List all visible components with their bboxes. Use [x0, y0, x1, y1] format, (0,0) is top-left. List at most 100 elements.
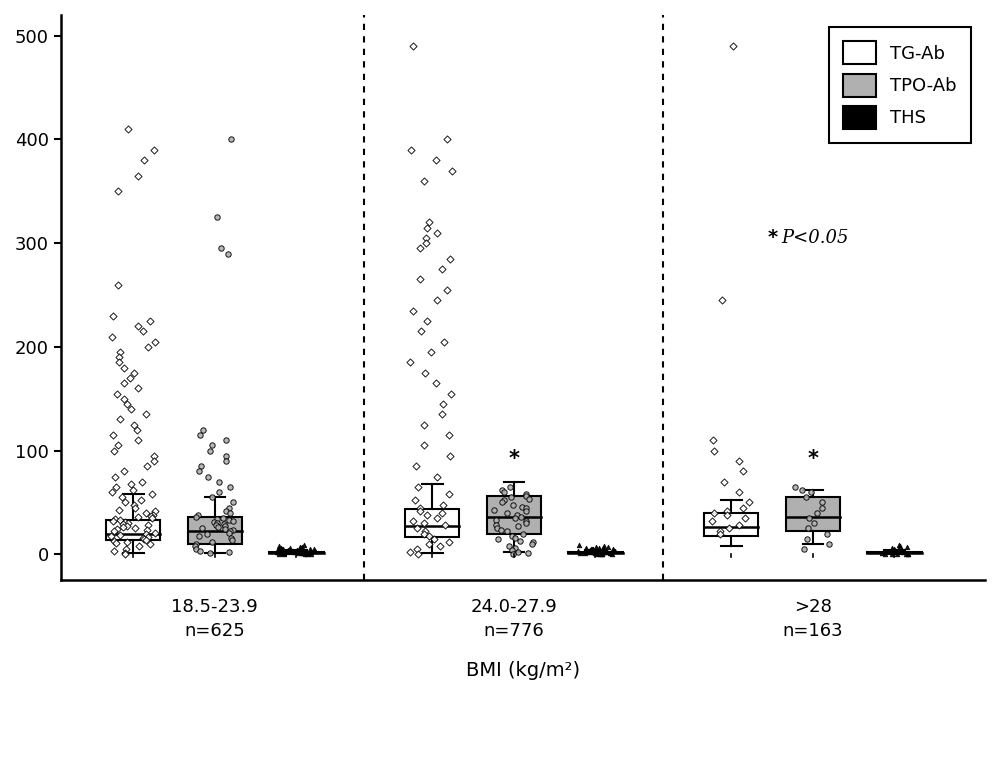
Point	[437, 519, 453, 531]
Point	[146, 449, 162, 462]
Point	[794, 484, 810, 496]
Point	[402, 356, 418, 368]
Point	[302, 543, 318, 555]
Point	[509, 509, 525, 521]
Point	[796, 543, 812, 555]
Point	[147, 505, 163, 517]
Point	[419, 315, 435, 327]
Point	[434, 408, 450, 421]
Point	[821, 538, 837, 550]
Point	[429, 227, 445, 239]
Point	[111, 351, 127, 364]
Point	[120, 123, 136, 135]
Bar	[487, 496, 541, 533]
Point	[213, 242, 229, 255]
Point	[892, 540, 908, 552]
Point	[206, 516, 222, 528]
Point	[134, 476, 150, 488]
Point	[895, 546, 911, 558]
Point	[221, 546, 237, 558]
Point	[275, 547, 291, 560]
Point	[442, 252, 458, 265]
Point	[192, 545, 208, 557]
Point	[138, 533, 154, 546]
Point	[204, 536, 220, 548]
Point	[719, 509, 735, 521]
Point	[900, 548, 916, 560]
Point	[303, 545, 319, 557]
Point	[587, 547, 603, 560]
Point	[223, 532, 239, 544]
Point	[127, 502, 143, 514]
Bar	[269, 552, 324, 554]
Point	[899, 541, 915, 554]
Point	[110, 439, 126, 452]
Point	[900, 548, 916, 560]
Text: 24.0-27.9: 24.0-27.9	[470, 598, 557, 616]
Point	[116, 393, 132, 405]
Text: n=163: n=163	[783, 621, 843, 640]
Point	[409, 522, 425, 534]
Point	[291, 544, 307, 557]
Point	[518, 488, 534, 500]
Point	[706, 506, 722, 519]
Point	[412, 273, 428, 286]
Point	[799, 533, 815, 545]
Point	[503, 491, 519, 503]
Point	[140, 340, 156, 353]
Text: >28: >28	[794, 598, 832, 616]
Point	[524, 538, 540, 550]
Point	[111, 356, 127, 368]
Point	[209, 513, 225, 525]
Point	[605, 543, 621, 555]
Point	[217, 523, 233, 536]
Point	[412, 242, 428, 255]
Point	[721, 522, 737, 534]
Point	[188, 543, 204, 555]
Point	[120, 517, 136, 530]
Point	[294, 541, 310, 554]
Point	[211, 486, 227, 498]
Bar	[786, 497, 840, 531]
Point	[412, 505, 428, 517]
Point	[591, 542, 607, 554]
Point	[444, 164, 460, 177]
Point	[489, 522, 505, 534]
Point	[587, 546, 603, 558]
Point	[139, 460, 155, 472]
Point	[443, 388, 459, 400]
X-axis label: BMI (kg/m²): BMI (kg/m²)	[466, 661, 580, 680]
Point	[426, 533, 442, 545]
Point	[126, 499, 142, 511]
Point	[210, 521, 226, 533]
Point	[221, 514, 237, 527]
Point	[222, 525, 238, 537]
Point	[417, 367, 433, 379]
Point	[130, 170, 146, 182]
Point	[417, 525, 433, 537]
Point	[106, 445, 122, 457]
Point	[439, 134, 455, 146]
Point	[416, 527, 432, 540]
Point	[490, 533, 506, 545]
Point	[119, 520, 135, 533]
Point	[518, 515, 534, 527]
Point	[735, 466, 751, 478]
Point	[521, 493, 537, 506]
Point	[731, 455, 747, 467]
Point	[502, 481, 518, 493]
Point	[276, 548, 292, 560]
Point	[594, 547, 610, 560]
Point	[439, 283, 455, 296]
Point	[103, 530, 119, 542]
Point	[270, 545, 286, 557]
Point	[419, 509, 435, 521]
Bar	[188, 517, 242, 544]
Point	[787, 481, 803, 493]
Point	[428, 377, 444, 389]
Point	[572, 547, 588, 560]
Point	[199, 527, 215, 540]
Point	[803, 486, 819, 498]
Point	[889, 548, 905, 560]
Point	[583, 543, 599, 555]
